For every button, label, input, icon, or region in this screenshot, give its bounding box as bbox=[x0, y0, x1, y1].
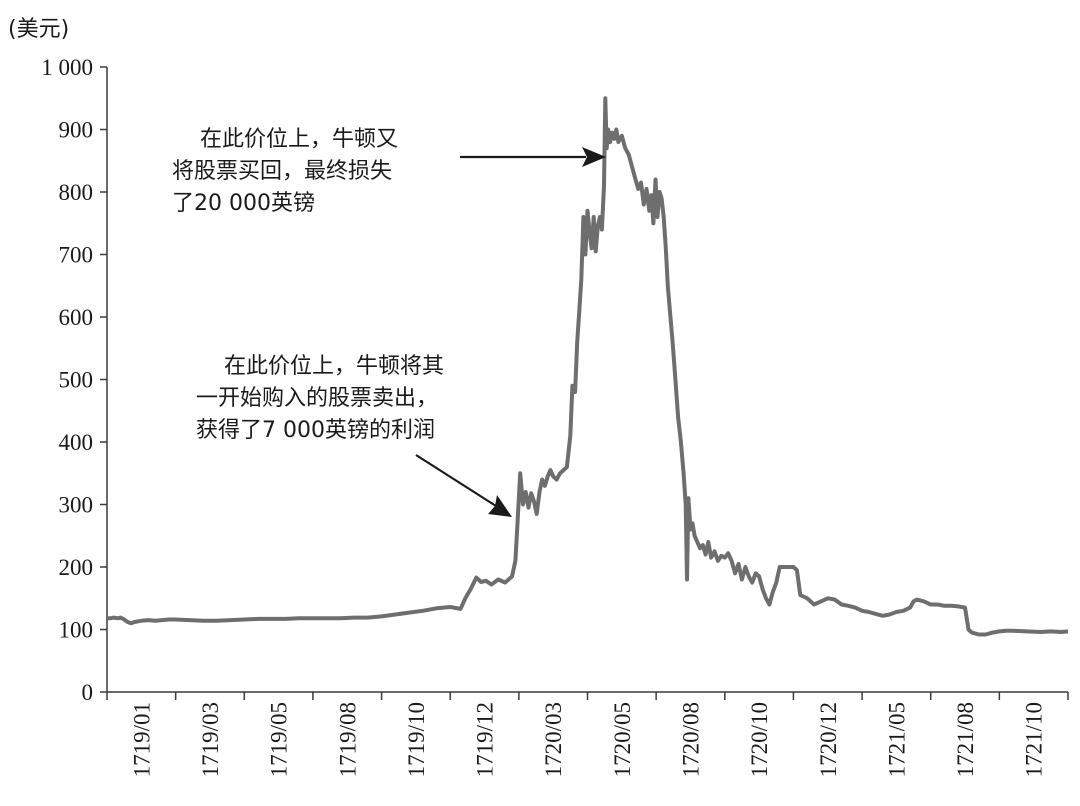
y-tick-label: 1 000 bbox=[41, 55, 93, 80]
annotation-sale-line-3: 获得了7 000英镑的利润 bbox=[196, 418, 435, 443]
y-tick-label: 700 bbox=[59, 243, 94, 268]
y-tick-label: 400 bbox=[59, 430, 94, 455]
x-tick-label: 1719/03 bbox=[198, 702, 223, 777]
annotation-sale-arrowhead bbox=[488, 495, 512, 517]
x-tick-label: 1719/08 bbox=[335, 702, 360, 777]
x-tick-label: 1720/03 bbox=[541, 702, 566, 777]
x-axis: 1719/01 1719/03 1719/05 1719/08 1719/10 1719/… bbox=[106, 691, 1069, 777]
x-tick-label: 1719/10 bbox=[404, 702, 429, 777]
annotation-buyback-line-3: 了20 000英镑 bbox=[172, 191, 315, 216]
x-tick-label: 1719/12 bbox=[473, 702, 498, 777]
annotation-buyback-line-2: 将股票买回，最终损失 bbox=[172, 159, 392, 184]
y-tick-label: 100 bbox=[59, 618, 94, 643]
x-tick-label: 1719/01 bbox=[129, 702, 154, 777]
y-axis-unit-label: (美元) bbox=[8, 17, 69, 42]
y-tick-label: 500 bbox=[59, 368, 94, 393]
x-tick-label: 1720/12 bbox=[816, 702, 841, 777]
y-tick-label: 0 bbox=[82, 680, 94, 705]
x-tick-label: 1720/05 bbox=[610, 702, 635, 777]
annotation-sale: 在此价位上，牛顿将其 一开始购入的股票卖出， 获得了7 000英镑的利润 bbox=[196, 354, 512, 517]
x-tick-label: 1720/08 bbox=[678, 702, 703, 777]
annotation-buyback: 在此价位上，牛顿又 将股票买回，最终损失 了20 000英镑 bbox=[172, 127, 606, 216]
y-tick-label: 600 bbox=[59, 305, 94, 330]
y-tick-label: 300 bbox=[59, 493, 94, 518]
x-tick-label: 1720/10 bbox=[747, 702, 772, 777]
annotation-buyback-arrowhead bbox=[582, 147, 606, 167]
annotation-sale-line-2: 一开始购入的股票卖出， bbox=[196, 386, 438, 411]
x-tick-label: 1719/05 bbox=[267, 702, 292, 777]
x-tick-label: 1721/10 bbox=[1022, 702, 1047, 777]
annotation-sale-line-1: 在此价位上，牛顿将其 bbox=[224, 354, 444, 379]
y-tick-label: 800 bbox=[59, 180, 94, 205]
x-tick-label: 1721/05 bbox=[884, 702, 909, 777]
y-tick-label: 200 bbox=[59, 555, 94, 580]
y-axis: 0 100 200 300 400 500 600 700 800 900 1 000 bbox=[41, 55, 108, 705]
annotation-sale-arrow bbox=[415, 454, 497, 507]
price-series-line bbox=[107, 96, 1069, 637]
annotation-buyback-line-1: 在此价位上，牛顿又 bbox=[200, 127, 398, 152]
x-tick-label: 1721/08 bbox=[953, 702, 978, 777]
y-tick-label: 900 bbox=[59, 118, 94, 143]
